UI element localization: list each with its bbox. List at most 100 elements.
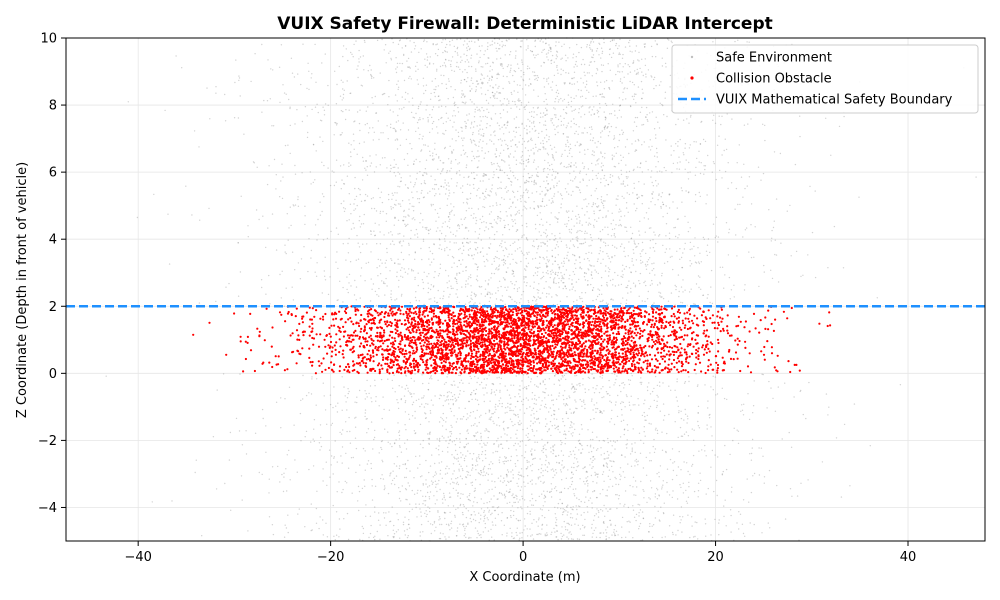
safe-point <box>447 158 450 160</box>
safe-point <box>687 470 689 473</box>
safe-point <box>620 215 622 218</box>
safe-point <box>311 376 313 378</box>
safe-point <box>405 224 408 227</box>
safe-point <box>472 435 475 437</box>
safe-point <box>478 534 481 536</box>
safe-point <box>504 247 507 249</box>
safe-point <box>414 65 417 68</box>
safe-point <box>685 159 687 161</box>
safe-point <box>422 85 425 87</box>
safe-point <box>457 135 460 138</box>
safe-point <box>563 277 565 280</box>
safe-point <box>746 478 748 480</box>
safe-point <box>608 486 610 488</box>
safe-point <box>467 417 469 419</box>
safe-point <box>316 490 318 492</box>
safe-point <box>397 529 399 531</box>
safe-point <box>742 414 745 416</box>
safe-point <box>439 537 442 540</box>
safe-point <box>458 259 460 262</box>
safe-point <box>423 271 425 273</box>
safe-point <box>535 129 537 132</box>
safe-point <box>394 166 396 168</box>
safe-point <box>496 440 498 442</box>
safe-point <box>493 272 496 275</box>
safe-point <box>583 511 585 514</box>
safe-point <box>507 480 509 483</box>
safe-point <box>525 208 528 210</box>
safe-point <box>343 164 345 166</box>
safe-point <box>592 377 595 379</box>
safe-point <box>544 495 547 498</box>
safe-point <box>526 467 528 470</box>
safe-point <box>547 261 550 263</box>
safe-point <box>514 241 516 243</box>
safe-point <box>678 295 680 298</box>
safe-point <box>528 177 530 179</box>
safe-point <box>393 535 395 538</box>
safe-point <box>651 197 654 199</box>
safe-point <box>522 428 524 431</box>
safe-point <box>446 391 449 394</box>
safe-point <box>622 131 625 134</box>
safe-point <box>472 424 475 426</box>
safe-point <box>762 172 765 175</box>
safe-point <box>600 196 603 198</box>
safe-point <box>694 255 696 257</box>
safe-point <box>706 297 708 299</box>
safe-point <box>288 98 290 101</box>
safe-point <box>451 384 454 386</box>
safe-point <box>417 236 419 238</box>
safe-point <box>463 459 466 462</box>
safe-point <box>567 101 570 104</box>
safe-point <box>554 239 556 241</box>
safe-point <box>475 89 477 91</box>
safe-point <box>793 396 795 398</box>
safe-point <box>316 239 318 241</box>
safe-point <box>508 253 510 255</box>
safe-point <box>632 130 635 132</box>
safe-point <box>518 471 520 473</box>
safe-point <box>459 446 461 449</box>
safe-point <box>519 445 521 447</box>
safe-point <box>434 88 437 91</box>
safe-point <box>399 180 402 183</box>
safe-point <box>407 387 409 389</box>
safe-point <box>593 404 595 406</box>
safe-point <box>443 383 446 385</box>
safe-point <box>460 456 462 459</box>
safe-point <box>461 71 464 73</box>
safe-point <box>620 283 623 286</box>
safe-point <box>561 45 563 48</box>
safe-point <box>533 245 535 248</box>
safe-point <box>526 461 528 463</box>
safe-point <box>551 122 553 124</box>
safe-point <box>525 386 528 388</box>
safe-point <box>662 480 664 482</box>
safe-point <box>465 122 467 125</box>
safe-point <box>514 406 517 408</box>
safe-point <box>680 519 682 521</box>
safe-point <box>289 124 291 127</box>
safe-point <box>454 457 456 460</box>
safe-point <box>790 446 793 448</box>
safe-point <box>407 187 409 189</box>
safe-point <box>517 519 519 521</box>
safe-point <box>390 123 392 126</box>
safe-point <box>591 502 593 504</box>
safe-point <box>704 140 707 143</box>
safe-point <box>508 102 510 105</box>
safe-point <box>398 385 400 387</box>
safe-point <box>537 271 539 273</box>
safe-point <box>564 433 566 435</box>
safe-point <box>356 204 358 207</box>
safe-point <box>454 516 456 518</box>
safe-point <box>770 269 772 271</box>
safe-point <box>405 374 407 376</box>
safe-point <box>414 48 416 50</box>
safe-point <box>503 219 505 222</box>
safe-point <box>407 223 409 226</box>
safe-point <box>412 270 415 272</box>
safe-point <box>651 193 653 195</box>
safe-point <box>432 159 434 161</box>
